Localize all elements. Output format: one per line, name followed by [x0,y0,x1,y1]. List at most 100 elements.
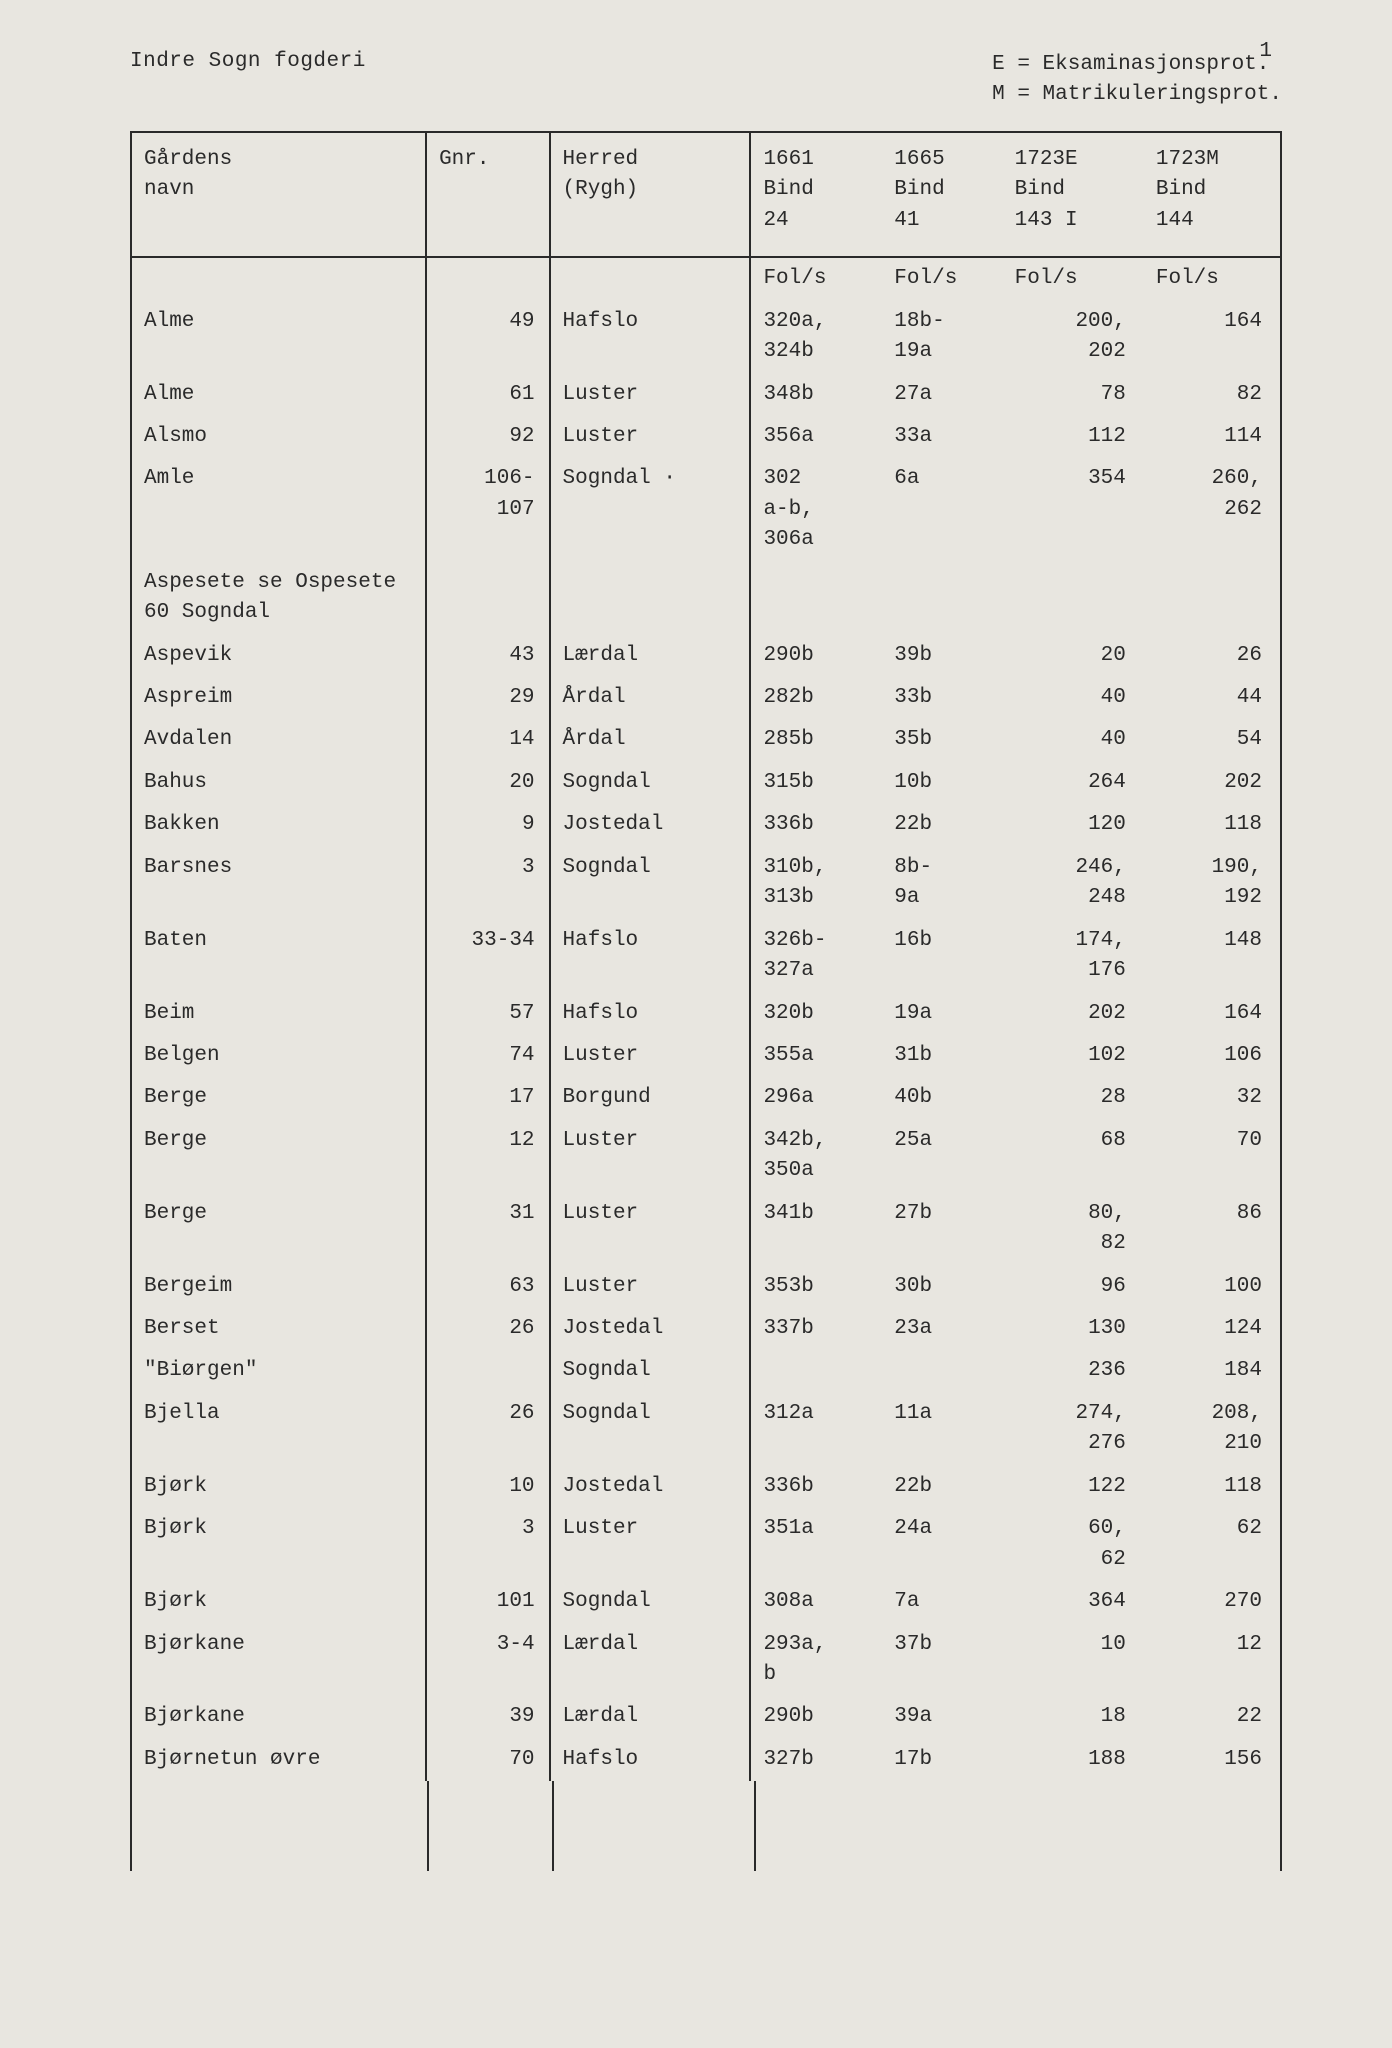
cell-c1665 [882,1350,1002,1392]
cell-gnr: 43 [426,635,549,677]
table-row: Bahus20Sogndal315b10b264202 [131,762,1281,804]
cell-c1723e: 78 [1003,374,1144,416]
cell-c1723e: 68 [1003,1120,1144,1193]
cell-c1723m: 164 [1144,993,1281,1035]
cell-c1665: 39a [882,1696,1002,1738]
cell-c1665: 10b [882,762,1002,804]
table-row: Baten33-34Hafslo326b- 327a16b174, 176148 [131,920,1281,993]
cell-gnr: 17 [426,1077,549,1119]
cell-c1723m: 124 [1144,1308,1281,1350]
cell-gnr: 26 [426,1393,549,1466]
cell-c1723e: 28 [1003,1077,1144,1119]
cell-herred: Sogndal [550,847,751,920]
cell-c1661: 312a [750,1393,882,1466]
cell-name: Berge [131,1193,426,1266]
cell-herred: Luster [550,1193,751,1266]
cell-gnr: 70 [426,1739,549,1781]
cell-c1665: 23a [882,1308,1002,1350]
cell-herred: Sogndal · [550,458,751,561]
cell-herred: Sogndal [550,1393,751,1466]
cell-c1661: 282b [750,677,882,719]
cell-c1723m: 32 [1144,1077,1281,1119]
cell-name: Aspevik [131,635,426,677]
cell-c1661: 355a [750,1035,882,1077]
cell-c1723m: 44 [1144,677,1281,719]
cell-herred: Lærdal [550,635,751,677]
farm-index-table-wrap: Gårdens navn Gnr. Herred (Rygh) 1661 Bin… [130,131,1282,1871]
cell-gnr: 39 [426,1696,549,1738]
cell-name: Bjørk [131,1508,426,1581]
cell-gnr: 26 [426,1308,549,1350]
cell-gnr: 3-4 [426,1624,549,1697]
cell-c1665: 11a [882,1393,1002,1466]
cell-name: Bjørnetun øvre [131,1739,426,1781]
table-row: "Biørgen"Sogndal236184 [131,1350,1281,1392]
col-header-1723m: 1723M Bind 144 [1144,132,1281,257]
table-row: Berset26Jostedal337b23a130124 [131,1308,1281,1350]
cell-c1665: 16b [882,920,1002,993]
cell-c1665: 35b [882,719,1002,761]
table-row: Alme61Luster348b27a7882 [131,374,1281,416]
cell-c1665: 40b [882,1077,1002,1119]
cell-c1723m: 118 [1144,804,1281,846]
cell-gnr: 33-34 [426,920,549,993]
cell-name: Berge [131,1120,426,1193]
cell-herred: Luster [550,1266,751,1308]
col-header-name: Gårdens navn [131,132,426,257]
cell-c1723m: 12 [1144,1624,1281,1697]
table-row: Avdalen14Årdal285b35b4054 [131,719,1281,761]
cell-c1723e: 200, 202 [1003,301,1144,374]
table-row: Bjørk10Jostedal336b22b122118 [131,1466,1281,1508]
table-row: Berge12Luster342b, 350a25a6870 [131,1120,1281,1193]
table-row: Bjørnetun øvre70Hafslo327b17b188156 [131,1739,1281,1781]
cell-c1661: 315b [750,762,882,804]
cell-c1661: 290b [750,1696,882,1738]
cell-c1665: 22b [882,1466,1002,1508]
cell-c1665: 30b [882,1266,1002,1308]
cell-gnr: 12 [426,1120,549,1193]
cell-herred: Lærdal [550,1696,751,1738]
cell-c1665: 6a [882,458,1002,561]
cell-c1723m: 26 [1144,635,1281,677]
cell-c1661: 293a, b [750,1624,882,1697]
cell-name: Belgen [131,1035,426,1077]
cell-c1723e: 274, 276 [1003,1393,1144,1466]
cell-herred: Jostedal [550,1308,751,1350]
cell-c1723e: 80, 82 [1003,1193,1144,1266]
cell-c1661: 308a [750,1581,882,1623]
cell-c1665: 24a [882,1508,1002,1581]
cell-name: Barsnes [131,847,426,920]
cell-c1723e: 102 [1003,1035,1144,1077]
cell-c1665: 19a [882,993,1002,1035]
cell-herred [550,562,751,635]
cell-herred: Sogndal [550,762,751,804]
cell-gnr: 31 [426,1193,549,1266]
cell-name: Bjørkane [131,1696,426,1738]
cell-c1665: 27a [882,374,1002,416]
cell-c1661: 342b, 350a [750,1120,882,1193]
col-header-1723e: 1723E Bind 143 I [1003,132,1144,257]
cell-c1661: 327b [750,1739,882,1781]
cell-gnr: 3 [426,1508,549,1581]
cell-c1723e: 60, 62 [1003,1508,1144,1581]
cell-herred: Jostedal [550,1466,751,1508]
cell-c1661 [750,562,882,635]
cell-gnr [426,562,549,635]
cell-c1723m: 270 [1144,1581,1281,1623]
cell-c1661: 336b [750,804,882,846]
cell-name: Berge [131,1077,426,1119]
cell-name: Aspreim [131,677,426,719]
cell-c1661: 320a, 324b [750,301,882,374]
cell-herred: Jostedal [550,804,751,846]
cell-c1723m: 156 [1144,1739,1281,1781]
cell-c1665: 7a [882,1581,1002,1623]
cell-c1723m: 70 [1144,1120,1281,1193]
cell-c1661: 337b [750,1308,882,1350]
cell-c1723m: 114 [1144,416,1281,458]
header-legend: E = Eksaminasjonsprot. M = Matrikulering… [992,50,1282,111]
cell-c1723m: 100 [1144,1266,1281,1308]
cell-name: Bergeim [131,1266,426,1308]
cell-c1723e: 264 [1003,762,1144,804]
cell-name: Bjørk [131,1581,426,1623]
sub-1723e: Fol/s [1003,257,1144,300]
